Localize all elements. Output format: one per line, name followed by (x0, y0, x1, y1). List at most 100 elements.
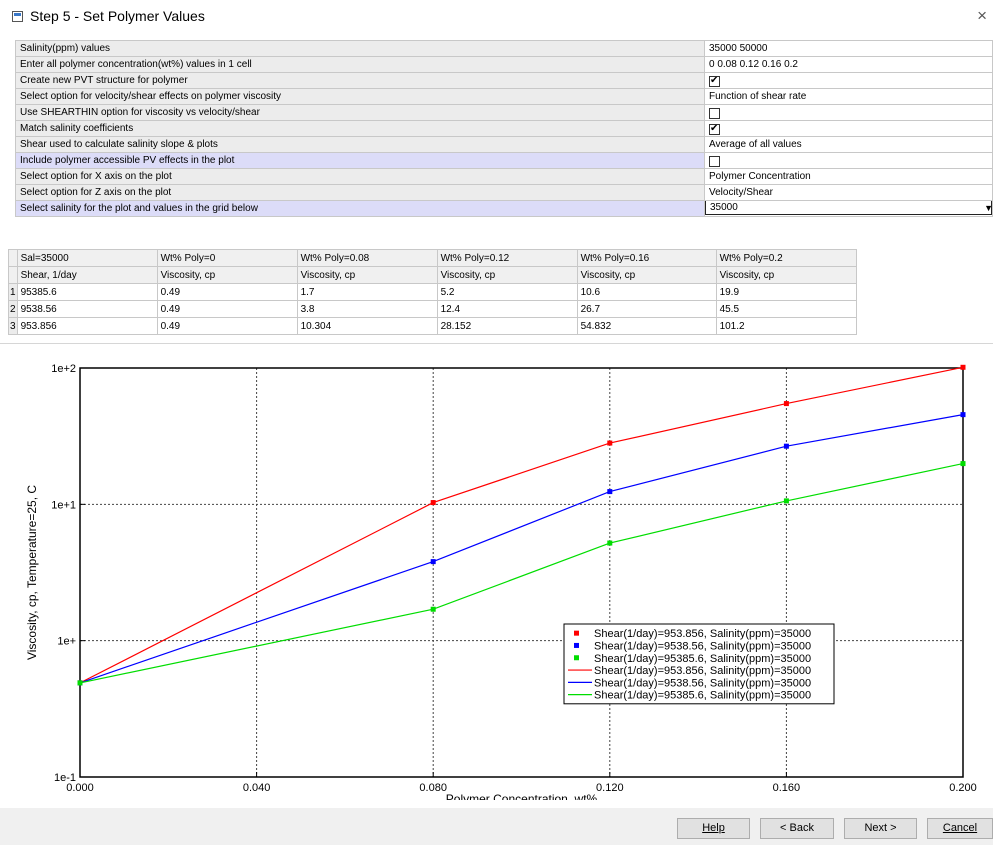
property-checkbox[interactable] (709, 75, 720, 87)
property-label: Include polymer accessible PV effects in… (15, 152, 705, 169)
property-row: Enter all polymer concentration(wt%) val… (15, 56, 993, 73)
plot-area: 0.000 0.040 0.080 0.120 0.160 0.200 1e+2 1e+1 1e… (14, 346, 993, 806)
property-value-cell (704, 152, 993, 169)
grid-cell[interactable]: 0.49 (156, 300, 298, 318)
salinity-select-cell: 35000 ▼ (704, 200, 993, 217)
grid-cell[interactable]: 1.7 (296, 283, 438, 301)
grid-separator (0, 343, 993, 344)
grid-cell[interactable]: 0.49 (156, 317, 298, 335)
grid-cell[interactable]: 19.9 (715, 283, 857, 301)
property-checkbox[interactable] (709, 123, 720, 135)
data-point (430, 559, 436, 565)
property-label: Select option for velocity/shear effects… (15, 88, 705, 105)
cancel-button[interactable]: Cancel (927, 818, 993, 839)
property-checkbox[interactable] (709, 107, 720, 119)
property-value-cell (704, 72, 993, 89)
grid-cell[interactable]: 95385.6 (16, 283, 158, 301)
data-point (960, 412, 966, 418)
grid-cell[interactable]: 12.4 (436, 300, 578, 318)
salinity-select-value: 35000 (710, 202, 738, 213)
data-point (960, 364, 966, 370)
property-row: Use SHEARTHIN option for viscosity vs ve… (15, 104, 993, 121)
property-row: Select salinity for the plot and values … (15, 200, 993, 217)
data-point (783, 401, 789, 407)
grid-cell[interactable]: 26.7 (576, 300, 717, 318)
property-label: Match salinity coefficients (15, 120, 705, 137)
x-tick-label: 0.000 (66, 782, 94, 794)
grid-column-subheader: Viscosity, cp (715, 266, 857, 284)
legend-marker-swatch (574, 630, 579, 636)
grid-cell[interactable]: 101.2 (715, 317, 857, 335)
y-tick-label: 1e+1 (51, 499, 76, 511)
grid-header-row: Shear, 1/day Viscosity, cp Viscosity, cp Vi… (8, 266, 857, 284)
grid-cell[interactable]: 9538.56 (16, 300, 158, 318)
row-number (8, 249, 18, 267)
x-tick-label: 0.040 (243, 782, 271, 794)
table-row: 1 95385.6 0.49 1.7 5.2 10.6 19.9 (8, 283, 857, 301)
legend-entry: Shear(1/day)=9538.56, Salinity(ppm)=3500… (594, 640, 811, 652)
grid-column-header: Sal=35000 (16, 249, 158, 267)
property-value-cell (704, 104, 993, 121)
property-row: Include polymer accessible PV effects in… (15, 152, 993, 169)
next-button[interactable]: Next > (844, 818, 917, 839)
y-tick-label: 1e+ (57, 636, 76, 648)
property-label: Shear used to calculate salinity slope &… (15, 136, 705, 153)
y-tick-label: 1e-1 (54, 772, 76, 784)
legend-marker-swatch (574, 642, 579, 648)
property-label: Select salinity for the plot and values … (15, 200, 705, 217)
x-tick-label: 0.120 (596, 782, 624, 794)
next-button-label: Next > (864, 822, 897, 834)
data-point (607, 440, 613, 446)
dropdown-arrow-icon[interactable]: ▼ (984, 203, 993, 213)
app-window-icon (12, 11, 23, 22)
grid-column-header: Wt% Poly=0.16 (576, 249, 717, 267)
help-button[interactable]: Help (677, 818, 750, 839)
property-checkbox[interactable] (709, 155, 720, 167)
grid-column-subheader: Viscosity, cp (296, 266, 438, 284)
property-row: Shear used to calculate salinity slope &… (15, 136, 993, 153)
table-row: 3 953.856 0.49 10.304 28.152 54.832 101.2 (8, 317, 857, 335)
legend-entry: Shear(1/day)=95385.6, Salinity(ppm)=3500… (594, 653, 811, 665)
property-value[interactable]: Average of all values (704, 136, 993, 153)
property-value[interactable]: 35000 50000 (704, 40, 993, 57)
viscosity-chart: 0.000 0.040 0.080 0.120 0.160 0.200 1e+2 1e+1 1e… (25, 363, 977, 806)
property-label: Select option for Z axis on the plot (15, 184, 705, 201)
grid-column-subheader: Viscosity, cp (156, 266, 298, 284)
grid-column-header: Wt% Poly=0.2 (715, 249, 857, 267)
property-value[interactable]: Function of shear rate (704, 88, 993, 105)
property-label: Create new PVT structure for polymer (15, 72, 705, 89)
grid-column-subheader: Viscosity, cp (576, 266, 717, 284)
row-number: 3 (8, 317, 18, 335)
property-value[interactable]: 0 0.08 0.12 0.16 0.2 (704, 56, 993, 73)
grid-cell[interactable]: 3.8 (296, 300, 438, 318)
grid-header-row: Sal=35000 Wt% Poly=0 Wt% Poly=0.08 Wt% Poly… (8, 249, 857, 267)
grid-column-subheader: Shear, 1/day (16, 266, 158, 284)
legend-entry: Shear(1/day)=953.856, Salinity(ppm)=3500… (594, 665, 811, 677)
grid-cell[interactable]: 10.304 (296, 317, 438, 335)
grid-cell[interactable]: 5.2 (436, 283, 578, 301)
property-label: Select option for X axis on the plot (15, 168, 705, 185)
data-point (783, 498, 789, 504)
legend-entry: Shear(1/day)=95385.6, Salinity(ppm)=3500… (594, 690, 811, 702)
property-row: Create new PVT structure for polymer (15, 72, 993, 89)
close-icon[interactable]: × (977, 6, 987, 25)
property-row: Match salinity coefficients (15, 120, 993, 137)
grid-cell[interactable]: 953.856 (16, 317, 158, 335)
grid-cell[interactable]: 54.832 (576, 317, 717, 335)
property-row: Select option for X axis on the plot Poly… (15, 168, 993, 185)
property-value[interactable]: Polymer Concentration (704, 168, 993, 185)
grid-column-header: Wt% Poly=0.12 (436, 249, 578, 267)
grid-cell[interactable]: 45.5 (715, 300, 857, 318)
legend-box (563, 623, 835, 705)
x-tick-label: 0.200 (949, 782, 977, 794)
salinity-select[interactable]: 35000 ▼ (705, 201, 993, 215)
back-button[interactable]: < Back (760, 818, 834, 839)
grid-cell[interactable]: 10.6 (576, 283, 717, 301)
grid-cell[interactable]: 0.49 (156, 283, 298, 301)
data-point (960, 461, 966, 467)
property-row: Select option for Z axis on the plot Velo… (15, 184, 993, 201)
data-point (77, 680, 83, 686)
grid-cell[interactable]: 28.152 (436, 317, 578, 335)
x-axis-label: Polymer Concentration, wt% (446, 792, 598, 800)
property-value[interactable]: Velocity/Shear (704, 184, 993, 201)
